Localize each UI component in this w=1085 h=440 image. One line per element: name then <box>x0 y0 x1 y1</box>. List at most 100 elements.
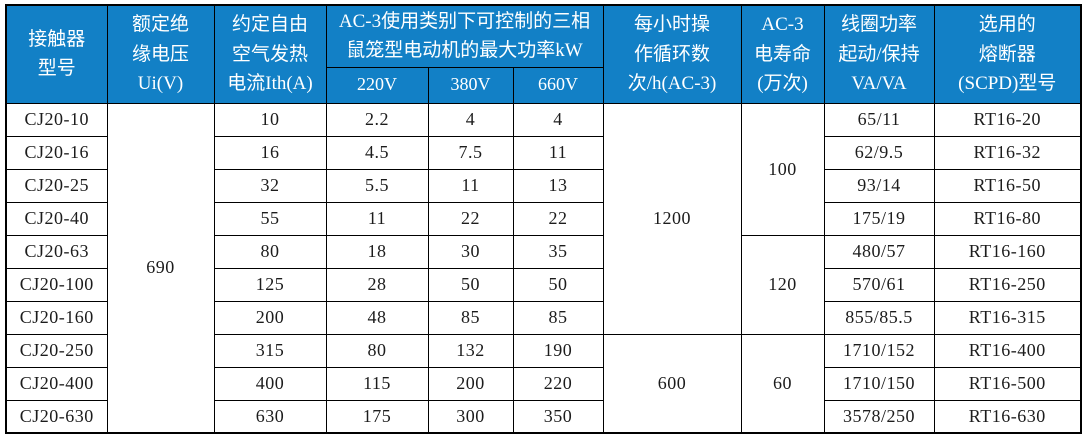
coil-power-cell: 570/61 <box>823 267 935 302</box>
table-row: CJ20-63 80 18 30 35 120 480/57 RT16-160 <box>5 234 1082 335</box>
ith-current-cell: 10 <box>213 102 327 137</box>
fuse-type-cell: RT16-50 <box>933 168 1082 203</box>
coil-power-cell: 1710/150 <box>823 366 935 401</box>
kw-220v-cell: 18 <box>325 234 429 269</box>
contactor-spec-table: 接触器 型号 额定绝 缘电压 Ui(V) 约定自由 空气发热 电流Ith(A) … <box>5 4 1083 434</box>
model-cell: CJ20-160 <box>5 300 108 335</box>
fuse-type-cell: RT16-80 <box>933 201 1082 236</box>
coil-power-cell: 480/57 <box>823 234 935 269</box>
coil-power-cell: 62/9.5 <box>823 135 935 170</box>
header-max-motor-power-group: AC-3使用类别下可控制的三相 鼠笼型电动机的最大功率kW <box>325 4 604 68</box>
model-cell: CJ20-400 <box>5 366 108 401</box>
electrical-life-cell: 60 <box>740 333 825 434</box>
ith-current-cell: 630 <box>213 399 327 434</box>
kw-380v-cell: 30 <box>427 234 514 269</box>
header-380v: 380V <box>427 66 514 104</box>
header-220v: 220V <box>325 66 429 104</box>
fuse-type-cell: RT16-500 <box>933 366 1082 401</box>
table-body: CJ20-10 690 10 2.2 4 4 1200 100 65/11 RT16-20 CJ20… <box>5 102 1082 434</box>
cycles-per-hour-cell: 1200 <box>602 102 742 335</box>
ith-current-cell: 80 <box>213 234 327 269</box>
electrical-life-cell: 100 <box>740 102 825 236</box>
kw-220v-cell: 5.5 <box>325 168 429 203</box>
table-header: 接触器 型号 额定绝 缘电压 Ui(V) 约定自由 空气发热 电流Ith(A) … <box>5 4 1082 104</box>
header-coil-power: 线圈功率 起动/保持 VA/VA <box>823 4 935 104</box>
ith-current-cell: 32 <box>213 168 327 203</box>
kw-660v-cell: 22 <box>512 201 604 236</box>
table-row: CJ20-400 400 115 200 220 1710/150 RT16-500 <box>5 366 1082 401</box>
cycles-per-hour-cell: 600 <box>602 333 742 434</box>
ith-current-cell: 400 <box>213 366 327 401</box>
kw-380v-cell: 85 <box>427 300 514 335</box>
kw-380v-cell: 50 <box>427 267 514 302</box>
kw-220v-cell: 175 <box>325 399 429 434</box>
table-row: CJ20-16 16 4.5 7.5 11 62/9.5 RT16-32 <box>5 135 1082 170</box>
fuse-type-cell: RT16-250 <box>933 267 1082 302</box>
table-row: CJ20-100 125 28 50 50 570/61 RT16-250 <box>5 267 1082 302</box>
kw-220v-cell: 80 <box>325 333 429 368</box>
fuse-type-cell: RT16-32 <box>933 135 1082 170</box>
kw-380v-cell: 4 <box>427 102 514 137</box>
kw-660v-cell: 35 <box>512 234 604 269</box>
coil-power-cell: 3578/250 <box>823 399 935 434</box>
ith-current-cell: 16 <box>213 135 327 170</box>
model-cell: CJ20-40 <box>5 201 108 236</box>
fuse-type-cell: RT16-160 <box>933 234 1082 269</box>
kw-660v-cell: 85 <box>512 300 604 335</box>
kw-660v-cell: 13 <box>512 168 604 203</box>
ui-voltage-cell: 690 <box>106 102 215 434</box>
model-cell: CJ20-630 <box>5 399 108 434</box>
fuse-type-cell: RT16-630 <box>933 399 1082 434</box>
model-cell: CJ20-16 <box>5 135 108 170</box>
kw-660v-cell: 50 <box>512 267 604 302</box>
kw-380v-cell: 300 <box>427 399 514 434</box>
header-conventional-thermal-current: 约定自由 空气发热 电流Ith(A) <box>213 4 327 104</box>
ith-current-cell: 125 <box>213 267 327 302</box>
kw-220v-cell: 4.5 <box>325 135 429 170</box>
kw-220v-cell: 48 <box>325 300 429 335</box>
kw-220v-cell: 115 <box>325 366 429 401</box>
table-row: CJ20-10 690 10 2.2 4 4 1200 100 65/11 RT16-20 <box>5 102 1082 434</box>
ith-current-cell: 200 <box>213 300 327 335</box>
fuse-type-cell: RT16-20 <box>933 102 1082 137</box>
header-fuse-type: 选用的 熔断器 (SCPD)型号 <box>933 4 1082 104</box>
electrical-life-cell: 120 <box>740 234 825 335</box>
kw-660v-cell: 190 <box>512 333 604 368</box>
kw-660v-cell: 220 <box>512 366 604 401</box>
kw-380v-cell: 132 <box>427 333 514 368</box>
coil-power-cell: 1710/152 <box>823 333 935 368</box>
kw-220v-cell: 28 <box>325 267 429 302</box>
kw-380v-cell: 200 <box>427 366 514 401</box>
model-cell: CJ20-100 <box>5 267 108 302</box>
kw-380v-cell: 7.5 <box>427 135 514 170</box>
kw-220v-cell: 2.2 <box>325 102 429 137</box>
fuse-type-cell: RT16-400 <box>933 333 1082 368</box>
header-660v: 660V <box>512 66 604 104</box>
model-cell: CJ20-250 <box>5 333 108 368</box>
coil-power-cell: 855/85.5 <box>823 300 935 335</box>
model-cell: CJ20-25 <box>5 168 108 203</box>
kw-660v-cell: 4 <box>512 102 604 137</box>
fuse-type-cell: RT16-315 <box>933 300 1082 335</box>
coil-power-cell: 175/19 <box>823 201 935 236</box>
model-cell: CJ20-10 <box>5 102 108 137</box>
model-cell: CJ20-63 <box>5 234 108 269</box>
coil-power-cell: 65/11 <box>823 102 935 137</box>
table-row: CJ20-630 630 175 300 350 3578/250 RT16-630 <box>5 399 1082 434</box>
header-model: 接触器 型号 <box>5 4 108 104</box>
ith-current-cell: 55 <box>213 201 327 236</box>
header-operating-cycles: 每小时操 作循环数 次/h(AC-3) <box>602 4 742 104</box>
kw-380v-cell: 22 <box>427 201 514 236</box>
header-rated-insulation-voltage: 额定绝 缘电压 Ui(V) <box>106 4 215 104</box>
coil-power-cell: 93/14 <box>823 168 935 203</box>
kw-380v-cell: 11 <box>427 168 514 203</box>
header-electrical-life: AC-3 电寿命 (万次) <box>740 4 825 104</box>
ith-current-cell: 315 <box>213 333 327 368</box>
kw-660v-cell: 11 <box>512 135 604 170</box>
kw-220v-cell: 11 <box>325 201 429 236</box>
table-row: CJ20-250 315 80 132 190 600 60 1710/152 RT16-400 <box>5 333 1082 434</box>
table-row: CJ20-25 32 5.5 11 13 93/14 RT16-50 <box>5 168 1082 203</box>
table-row: CJ20-40 55 11 22 22 175/19 RT16-80 <box>5 201 1082 236</box>
table-row: CJ20-160 200 48 85 85 855/85.5 RT16-315 <box>5 300 1082 335</box>
